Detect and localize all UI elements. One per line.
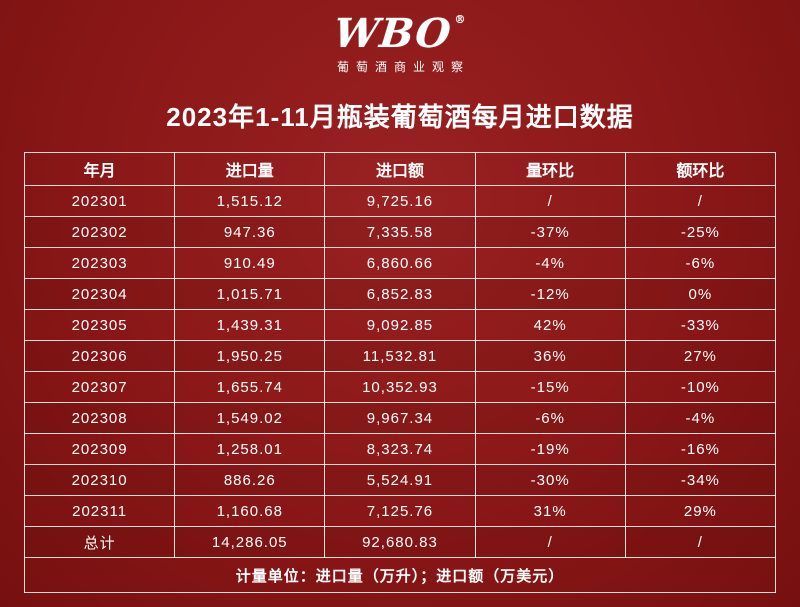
wbo-logo: WBO® [332, 10, 468, 57]
table-cell: -16% [624, 433, 777, 465]
table-cell: 7,335.58 [324, 216, 476, 248]
table-cell: -4% [624, 402, 777, 434]
wbo-logo-text: WBO [331, 10, 455, 57]
column-header: 年月 [23, 152, 176, 186]
column-header: 进口额 [324, 152, 476, 186]
table-cell: -30% [474, 464, 626, 496]
table-row: 202311 1,160.68 7,125.76 31% 29% [23, 495, 777, 527]
table-cell: 202304 [23, 278, 176, 310]
table-cell: 202311 [23, 495, 176, 527]
column-header: 量环比 [474, 152, 626, 186]
table-cell: 886.26 [174, 464, 326, 496]
table-cell: 202306 [23, 340, 176, 372]
table-cell: 1,549.02 [174, 402, 326, 434]
table-cell: 202308 [23, 402, 176, 434]
table-cell: 8,323.74 [324, 433, 476, 465]
table-cell: -25% [624, 216, 777, 248]
table-cell: -6% [474, 402, 626, 434]
table-header: 年月 进口量 进口额 量环比 额环比 [23, 152, 777, 186]
table-cell: 10,352.93 [324, 371, 476, 403]
table-cell: / [624, 185, 777, 217]
table-cell: 92,680.83 [324, 526, 476, 558]
column-header: 进口量 [174, 152, 326, 186]
table-cell: 947.36 [174, 216, 326, 248]
table-row: 202301 1,515.12 9,725.16// [23, 185, 777, 217]
table-body: 202301 1,515.12 9,725.16//202302 947.36 7,33… [23, 185, 777, 558]
table-cell: -34% [624, 464, 777, 496]
table-row: 202307 1,655.74 10,352.93 -15% -10% [23, 371, 777, 403]
table-cell: 1,950.25 [174, 340, 326, 372]
page-title: 2023年1-11月瓶装葡萄酒每月进口数据 [166, 102, 634, 132]
table-cell: 202309 [23, 433, 176, 465]
column-header: 额环比 [624, 152, 777, 186]
table-cell: 1,439.31 [174, 309, 326, 341]
table-cell: 202310 [23, 464, 176, 496]
table-cell: 202305 [23, 309, 176, 341]
table-cell: -33% [624, 309, 777, 341]
table-footer: 计量单位：进口量（万升）；进口额（万美元） [24, 557, 776, 593]
table-row: 202304 1,015.71 6,852.83 -12% 0% [23, 278, 777, 310]
table-cell: 1,258.01 [174, 433, 326, 465]
table-cell: 29% [624, 495, 777, 527]
table-cell: 1,655.74 [174, 371, 326, 403]
table-cell: -37% [474, 216, 626, 248]
table-cell: / [474, 185, 626, 217]
table-cell: 31% [474, 495, 626, 527]
registered-trademark-icon: ® [455, 13, 468, 26]
table-cell: 1,160.68 [174, 495, 326, 527]
footnote-row: 计量单位：进口量（万升）；进口额（万美元） [24, 557, 776, 593]
logo: WBO® 葡萄酒商业观察 [24, 10, 776, 75]
table-cell: 总计 [23, 526, 176, 558]
table-cell: 6,852.83 [324, 278, 476, 310]
table-cell: 202302 [23, 216, 176, 248]
table-cell: 6,860.66 [324, 247, 476, 279]
table-cell: 27% [624, 340, 777, 372]
table-header-row: 年月 进口量 进口额 量环比 额环比 [23, 152, 777, 186]
table-cell: -15% [474, 371, 626, 403]
table-row: 202306 1,950.25 11,532.81 36% 27% [23, 340, 777, 372]
table-row: 202310 886.26 5,524.91 -30% -34% [23, 464, 777, 496]
table-cell: / [474, 526, 626, 558]
table-cell: 9,967.34 [324, 402, 476, 434]
table-row: 202305 1,439.31 9,092.85 42% -33% [23, 309, 777, 341]
table-cell: 202301 [23, 185, 176, 217]
table-cell: 202303 [23, 247, 176, 279]
table-cell: 1,515.12 [174, 185, 326, 217]
table-cell: 202307 [23, 371, 176, 403]
table-cell: / [624, 526, 777, 558]
table-cell: 7,125.76 [324, 495, 476, 527]
table-cell: -6% [624, 247, 777, 279]
table-cell: 36% [474, 340, 626, 372]
table-row: 202302 947.36 7,335.58 -37% -25% [23, 216, 777, 248]
table-cell: 9,092.85 [324, 309, 476, 341]
table-cell: 9,725.16 [324, 185, 476, 217]
table-cell: 11,532.81 [324, 340, 476, 372]
table-cell: 910.49 [174, 247, 326, 279]
logo-subtitle: 葡萄酒商业观察 [336, 60, 470, 74]
table-cell: -10% [624, 371, 777, 403]
table-cell: -12% [474, 278, 626, 310]
table-cell: -19% [474, 433, 626, 465]
import-data-table: 年月 进口量 进口额 量环比 额环比 202301 1,515.12 9,725.16//2… [23, 152, 777, 593]
table-cell: 0% [624, 278, 777, 310]
table-cell: 14,286.05 [174, 526, 326, 558]
table-cell: -4% [474, 247, 626, 279]
table-cell: 42% [474, 309, 626, 341]
table-row: 202308 1,549.02 9,967.34 -6% -4% [23, 402, 777, 434]
table-row: 总计 14,286.05 92,680.83// [23, 526, 777, 558]
table-cell: 1,015.71 [174, 278, 326, 310]
table-cell: 5,524.91 [324, 464, 476, 496]
table-row: 202303 910.49 6,860.66 -4% -6% [23, 247, 777, 279]
table-footnote: 计量单位：进口量（万升）；进口额（万美元） [24, 557, 776, 593]
table-row: 202309 1,258.01 8,323.74 -19% -16% [23, 433, 777, 465]
